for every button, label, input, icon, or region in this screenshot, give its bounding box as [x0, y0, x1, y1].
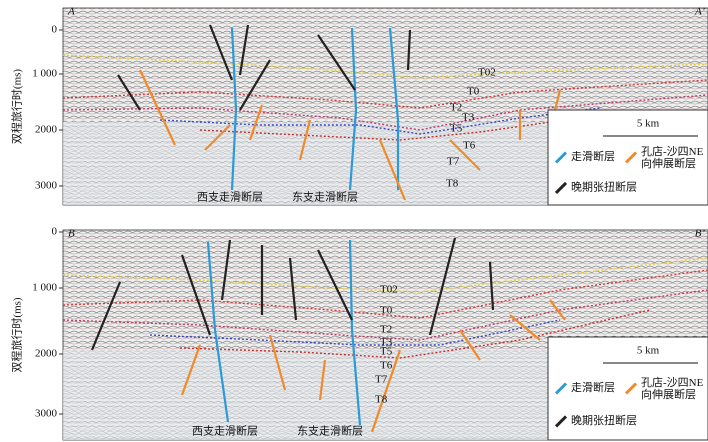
horizon-line [62, 79, 708, 109]
y-tick-label: 2000 [35, 348, 58, 360]
horizon-label: T6 [463, 140, 476, 152]
y-tick-label: 1 000 [32, 68, 57, 80]
section-label-right: B’ [695, 228, 706, 240]
horizon-label: T0 [380, 305, 393, 317]
horizon-label: T8 [446, 178, 459, 190]
legend-swatch [554, 382, 568, 395]
legend-swatch [554, 151, 568, 164]
fault-line [220, 239, 232, 301]
legend-box [547, 336, 708, 441]
horizon-line [62, 269, 708, 319]
fault-line [208, 24, 234, 81]
horizon-label: T3 [462, 112, 475, 124]
legend-label: 晚期张扭断层 [571, 179, 637, 193]
fault-line [449, 139, 481, 171]
fault-line [239, 59, 271, 111]
fault-line [378, 139, 407, 201]
fault-zone-label: 西支走滑断层 [197, 190, 263, 204]
fault-line [509, 314, 541, 341]
fault-line [388, 27, 400, 190]
horizon-line [179, 309, 651, 359]
y-tick-label: 3000 [35, 180, 58, 192]
fault-line [117, 74, 141, 111]
y-tick-label: 2000 [35, 124, 58, 136]
fault-line [298, 119, 312, 161]
fault-line [180, 344, 202, 396]
fault-line [488, 261, 495, 311]
legend-label: 向伸展断层 [641, 156, 696, 170]
y-tick-label: 0 [52, 226, 58, 238]
horizon-label: T7 [375, 374, 388, 386]
fault-line [180, 254, 212, 336]
fault-line [238, 24, 250, 76]
fault-line [370, 349, 402, 433]
fault-zone-label: 东支走滑断层 [292, 190, 358, 204]
section-label-left: A [67, 6, 75, 18]
horizon-label: T5 [450, 123, 463, 135]
legend-swatch [554, 181, 568, 194]
legend-swatch [554, 415, 568, 428]
fault-zone-label: 东支走滑断层 [297, 424, 363, 438]
horizon-line [149, 319, 561, 346]
legend-box [547, 109, 708, 206]
legend-label: 向伸展断层 [641, 387, 696, 401]
fault-line [406, 29, 412, 71]
fault-line [206, 241, 230, 423]
horizon-label: T2 [380, 324, 392, 336]
horizon-label: T2 [450, 102, 462, 114]
fault-line [428, 237, 457, 336]
fault-line [549, 299, 566, 321]
fault-line [459, 329, 481, 361]
fault-line [318, 359, 327, 401]
scale-label: 5 km [637, 345, 660, 357]
y-tick-label: 3000 [35, 408, 58, 420]
horizon-label: T3 [380, 337, 393, 349]
y-tick-label: 1 000 [32, 282, 57, 294]
fault-line [230, 27, 238, 191]
legend-label: 走滑断层 [571, 380, 615, 394]
fault-line [268, 334, 287, 391]
horizon-label: T8 [375, 394, 388, 406]
horizon-label: T6 [380, 360, 393, 372]
y-tick-label: 0 [52, 24, 58, 36]
fault-line [348, 27, 358, 191]
fault-line [90, 281, 122, 351]
fault-line [317, 34, 356, 91]
horizon-line [62, 289, 708, 341]
y-axis-label: 双程旅行时(ms) [10, 297, 24, 372]
horizon-line [62, 54, 708, 79]
horizon-label: T02 [478, 67, 496, 79]
horizon-label: T02 [380, 284, 398, 296]
fault-line [317, 249, 353, 321]
horizon-label: T5 [380, 346, 393, 358]
fault-line [204, 124, 231, 151]
fault-line [248, 104, 264, 141]
horizon-label: T0 [467, 86, 480, 98]
horizon-line [62, 257, 708, 293]
section-label-right: A’ [694, 6, 705, 18]
legend-label: 晚期张扭断层 [571, 413, 637, 427]
legend-label: 走滑断层 [571, 149, 615, 163]
scale-label: 5 km [637, 118, 660, 130]
fault-line [139, 69, 176, 146]
horizon-label: T7 [447, 156, 460, 168]
fault-line [348, 239, 362, 426]
legend-label: 孔店-沙四NE [641, 144, 704, 158]
section-label-left: B [68, 228, 75, 240]
fault-zone-label: 西支走滑断层 [192, 424, 258, 438]
horizon-line [62, 94, 708, 131]
fault-line [288, 257, 298, 321]
legend-swatch [624, 382, 638, 395]
legend-swatch [624, 151, 638, 164]
legend-label: 孔店-沙四NE [641, 375, 704, 389]
y-axis-label: 双程旅行时(ms) [10, 69, 24, 144]
fault-line [553, 89, 562, 111]
